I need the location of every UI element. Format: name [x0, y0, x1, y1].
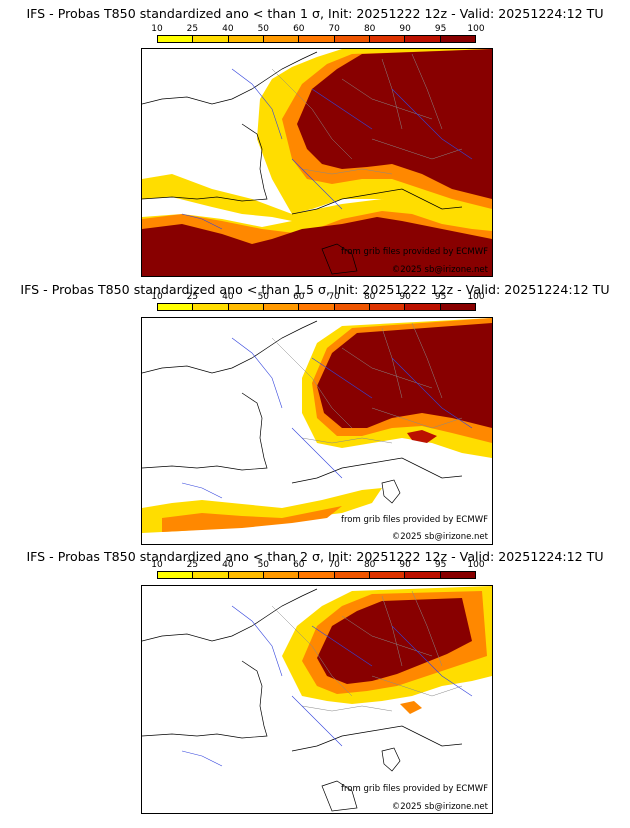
tick-label: 50	[258, 292, 269, 303]
copyright-credit: ©2025 sb@irizone.net	[392, 265, 488, 275]
probability-map: from grib files provided by ECMWF ©2025 …	[141, 317, 493, 545]
source-credit: from grib files provided by ECMWF	[341, 515, 488, 525]
colorbar-swatch	[370, 36, 405, 42]
colorbar-swatch	[405, 304, 440, 310]
tick-label: 50	[258, 24, 269, 35]
colorbar-swatch	[405, 572, 440, 578]
probability-map: from grib files provided by ECMWF ©2025 …	[141, 48, 493, 277]
colorbar	[157, 571, 476, 579]
colorbar-swatch	[264, 572, 299, 578]
tick-label: 70	[328, 292, 339, 303]
probability-map: from grib files provided by ECMWF ©2025 …	[141, 585, 493, 814]
tick-label: 80	[364, 24, 375, 35]
tick-label: 40	[222, 560, 233, 571]
tick-label: 100	[467, 292, 484, 303]
colorbar-swatch	[299, 36, 334, 42]
tick-label: 95	[435, 24, 446, 35]
tick-label: 25	[187, 24, 198, 35]
colorbar-swatch	[370, 304, 405, 310]
tick-label: 100	[467, 24, 484, 35]
tick-label: 70	[328, 560, 339, 571]
map-graphic	[142, 586, 492, 813]
colorbar-swatch	[193, 36, 228, 42]
source-credit: from grib files provided by ECMWF	[341, 784, 488, 794]
tick-label: 90	[399, 24, 410, 35]
colorbar-swatch	[229, 572, 264, 578]
colorbar-swatch	[193, 572, 228, 578]
tick-label: 25	[187, 560, 198, 571]
colorbar-swatch	[158, 36, 193, 42]
colorbar	[157, 303, 476, 311]
colorbar-swatch	[441, 36, 475, 42]
colorbar-swatch	[370, 572, 405, 578]
tick-label: 90	[399, 292, 410, 303]
colorbar-labels: 10 25 40 50 60 70 80 90 95 100	[157, 292, 476, 303]
tick-label: 70	[328, 24, 339, 35]
tick-label: 95	[435, 560, 446, 571]
tick-label: 50	[258, 560, 269, 571]
colorbar-swatch	[229, 304, 264, 310]
colorbar-swatch	[193, 304, 228, 310]
tick-label: 10	[151, 292, 162, 303]
tick-label: 90	[399, 560, 410, 571]
colorbar-swatch	[264, 36, 299, 42]
tick-label: 100	[467, 560, 484, 571]
colorbar-swatch	[335, 36, 370, 42]
map-graphic	[142, 318, 492, 544]
tick-label: 60	[293, 292, 304, 303]
colorbar-swatch	[335, 304, 370, 310]
tick-label: 40	[222, 24, 233, 35]
tick-label: 40	[222, 292, 233, 303]
colorbar-swatch	[264, 304, 299, 310]
colorbar-swatch	[441, 304, 475, 310]
colorbar	[157, 35, 476, 43]
copyright-credit: ©2025 sb@irizone.net	[392, 532, 488, 542]
tick-label: 10	[151, 24, 162, 35]
colorbar-swatch	[158, 572, 193, 578]
colorbar-labels: 10 25 40 50 60 70 80 90 95 100	[157, 24, 476, 35]
tick-label: 80	[364, 292, 375, 303]
colorbar-swatch	[405, 36, 440, 42]
prob-region-spot	[400, 701, 422, 714]
tick-label: 80	[364, 560, 375, 571]
tick-label: 25	[187, 292, 198, 303]
copyright-credit: ©2025 sb@irizone.net	[392, 802, 488, 812]
tick-label: 60	[293, 24, 304, 35]
colorbar-swatch	[299, 572, 334, 578]
colorbar-swatch	[229, 36, 264, 42]
colorbar-swatch	[299, 304, 334, 310]
map-graphic	[142, 49, 492, 276]
colorbar-swatch	[441, 572, 475, 578]
colorbar-labels: 10 25 40 50 60 70 80 90 95 100	[157, 560, 476, 571]
source-credit: from grib files provided by ECMWF	[341, 247, 488, 257]
colorbar-swatch	[158, 304, 193, 310]
tick-label: 60	[293, 560, 304, 571]
panel-title: IFS - Probas T850 standardized ano < tha…	[0, 6, 630, 21]
tick-label: 95	[435, 292, 446, 303]
colorbar-swatch	[335, 572, 370, 578]
tick-label: 10	[151, 560, 162, 571]
